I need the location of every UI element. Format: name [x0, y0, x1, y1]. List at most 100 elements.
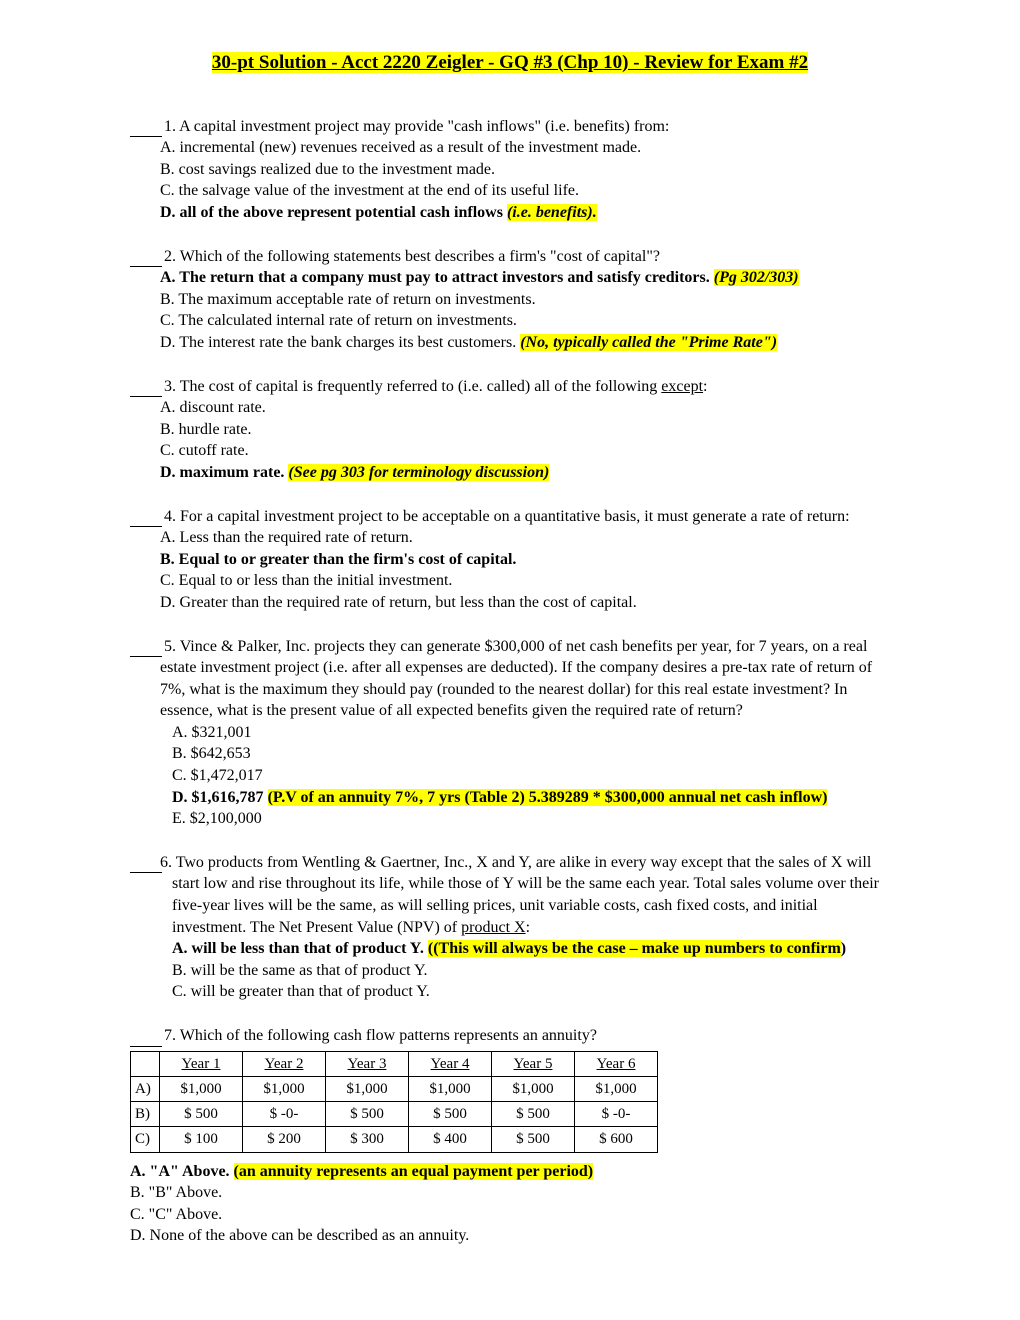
- q4-stem-text: 4. For a capital investment project to b…: [164, 508, 850, 525]
- q7-opt-b: B. "B" Above.: [130, 1182, 890, 1204]
- cell: $ 500: [326, 1102, 409, 1127]
- cell: $ 500: [492, 1102, 575, 1127]
- question-6: 6. Two products from Wentling & Gaertner…: [130, 852, 890, 1003]
- col-y4: Year 4: [409, 1051, 492, 1076]
- q2-a-lead: A. The return that a company must pay to…: [160, 269, 714, 286]
- q1-d-lead: D. all of the above represent potential …: [160, 204, 507, 221]
- q3-stem-b: :: [703, 378, 707, 395]
- q7-a-hl: (an annuity represents an equal payment …: [234, 1163, 594, 1180]
- q1-d-hl: (i.e. benefits).: [507, 204, 597, 221]
- q4-opt-c: C. Equal to or less than the initial inv…: [160, 570, 890, 592]
- question-4: 4. For a capital investment project to b…: [130, 506, 890, 614]
- cell: $1,000: [326, 1076, 409, 1101]
- cell: $ 300: [326, 1127, 409, 1152]
- q5-opt-e: E. $2,100,000: [172, 808, 890, 830]
- q2-a-hl: (Pg 302/303): [714, 269, 799, 286]
- q2-opt-d: D. The interest rate the bank charges it…: [160, 332, 890, 354]
- table-row-b: B) $ 500 $ -0- $ 500 $ 500 $ 500 $ -0-: [131, 1102, 658, 1127]
- q4-opt-d: D. Greater than the required rate of ret…: [160, 592, 890, 614]
- q2-d-hl: (No, typically called the "Prime Rate"): [520, 334, 777, 351]
- q3-opt-d: D. maximum rate. (See pg 303 for termino…: [160, 462, 890, 484]
- q6-stem: 6. Two products from Wentling & Gaertner…: [130, 852, 890, 938]
- q2-opt-b: B. The maximum acceptable rate of return…: [160, 289, 890, 311]
- q3-opt-c: C. cutoff rate.: [160, 440, 890, 462]
- q1-stem: 1. A capital investment project may prov…: [130, 116, 890, 138]
- q7-opt-d: D. None of the above can be described as…: [130, 1225, 890, 1247]
- question-5: 5. Vince & Palker, Inc. projects they ca…: [130, 636, 890, 830]
- table-corner: [131, 1051, 160, 1076]
- q1-opt-c: C. the salvage value of the investment a…: [160, 180, 890, 202]
- q1-opt-b: B. cost savings realized due to the inve…: [160, 159, 890, 181]
- q2-opt-c: C. The calculated internal rate of retur…: [160, 310, 890, 332]
- q5-stem-text: 5. Vince & Palker, Inc. projects they ca…: [160, 638, 872, 720]
- q6-stem-u: product X: [461, 919, 525, 936]
- q7-stem-text: 7. Which of the following cash flow patt…: [164, 1027, 597, 1044]
- row-a-lbl: A): [131, 1076, 160, 1101]
- q4-stem: 4. For a capital investment project to b…: [130, 506, 890, 528]
- cell: $ -0-: [243, 1102, 326, 1127]
- cell: $ 400: [409, 1127, 492, 1152]
- col-y1: Year 1: [160, 1051, 243, 1076]
- q7-opt-a: A. "A" Above. (an annuity represents an …: [130, 1161, 890, 1183]
- col-y5: Year 5: [492, 1051, 575, 1076]
- cell: $ 500: [409, 1102, 492, 1127]
- col-y3: Year 3: [326, 1051, 409, 1076]
- q3-stem-u: except: [661, 378, 703, 395]
- q6-opt-c: C. will be greater than that of product …: [172, 981, 890, 1003]
- cell: $1,000: [409, 1076, 492, 1101]
- page-title: 30-pt Solution - Acct 2220 Zeigler - GQ …: [130, 50, 890, 76]
- question-3: 3. The cost of capital is frequently ref…: [130, 376, 890, 484]
- table-row-c: C) $ 100 $ 200 $ 300 $ 400 $ 500 $ 600: [131, 1127, 658, 1152]
- q3-opt-a: A. discount rate.: [160, 397, 890, 419]
- q6-opt-b: B. will be the same as that of product Y…: [172, 960, 890, 982]
- q5-d-lead: D. $1,616,787: [172, 789, 268, 806]
- table-row-a: A) $1,000 $1,000 $1,000 $1,000 $1,000 $1…: [131, 1076, 658, 1101]
- row-b-lbl: B): [131, 1102, 160, 1127]
- q6-a-lead: A. will be less than that of product Y.: [172, 940, 428, 957]
- cell: $ 200: [243, 1127, 326, 1152]
- cell: $ -0-: [575, 1102, 658, 1127]
- q6-a-hl-wrap: ((This will always be the case – make up…: [428, 940, 841, 957]
- cell: $1,000: [575, 1076, 658, 1101]
- title-text: 30-pt Solution - Acct 2220 Zeigler - GQ …: [212, 52, 808, 73]
- cell: $ 500: [160, 1102, 243, 1127]
- q2-opt-a: A. The return that a company must pay to…: [160, 267, 890, 289]
- q5-opt-a: A. $321,001: [172, 722, 890, 744]
- cell: $ 500: [492, 1127, 575, 1152]
- q5-opt-b: B. $642,653: [172, 743, 890, 765]
- q2-stem-text: 2. Which of the following statements bes…: [164, 248, 660, 265]
- table-header-row: Year 1 Year 2 Year 3 Year 4 Year 5 Year …: [131, 1051, 658, 1076]
- q5-d-hl: (P.V of an annuity 7%, 7 yrs (Table 2) 5…: [268, 789, 828, 806]
- q4-opt-a: A. Less than the required rate of return…: [160, 527, 890, 549]
- q1-opt-a: A. incremental (new) revenues received a…: [160, 137, 890, 159]
- q3-stem-a: 3. The cost of capital is frequently ref…: [164, 378, 661, 395]
- q2-d-lead: D. The interest rate the bank charges it…: [160, 334, 520, 351]
- q5-stem: 5. Vince & Palker, Inc. projects they ca…: [130, 636, 890, 722]
- q7-opt-c: C. "C" Above.: [130, 1204, 890, 1226]
- q3-d-lead: D. maximum rate.: [160, 464, 288, 481]
- q6-stem-b: :: [526, 919, 530, 936]
- q6-opt-a: A. will be less than that of product Y. …: [172, 938, 890, 960]
- q1-opt-d: D. all of the above represent potential …: [160, 202, 890, 224]
- q6-a-hl: (This will always be the case – make up …: [433, 940, 841, 957]
- col-y2: Year 2: [243, 1051, 326, 1076]
- q2-stem: 2. Which of the following statements bes…: [130, 246, 890, 268]
- cell: $ 600: [575, 1127, 658, 1152]
- q1-stem-text: 1. A capital investment project may prov…: [164, 118, 669, 135]
- q4-opt-b: B. Equal to or greater than the firm's c…: [160, 549, 890, 571]
- q3-stem: 3. The cost of capital is frequently ref…: [130, 376, 890, 398]
- q6-a-tail: ): [841, 940, 846, 957]
- cell: $1,000: [492, 1076, 575, 1101]
- cell: $1,000: [243, 1076, 326, 1101]
- q3-d-hl: (See pg 303 for terminology discussion): [288, 464, 549, 481]
- row-c-lbl: C): [131, 1127, 160, 1152]
- cell: $ 100: [160, 1127, 243, 1152]
- question-7: 7. Which of the following cash flow patt…: [130, 1025, 890, 1247]
- q7-stem: 7. Which of the following cash flow patt…: [130, 1025, 890, 1047]
- question-2: 2. Which of the following statements bes…: [130, 246, 890, 354]
- question-1: 1. A capital investment project may prov…: [130, 116, 890, 224]
- q3-opt-b: B. hurdle rate.: [160, 419, 890, 441]
- q5-opt-d: D. $1,616,787 (P.V of an annuity 7%, 7 y…: [172, 787, 890, 809]
- annuity-table: Year 1 Year 2 Year 3 Year 4 Year 5 Year …: [130, 1051, 658, 1153]
- q7-a-lead: A. "A" Above.: [130, 1163, 234, 1180]
